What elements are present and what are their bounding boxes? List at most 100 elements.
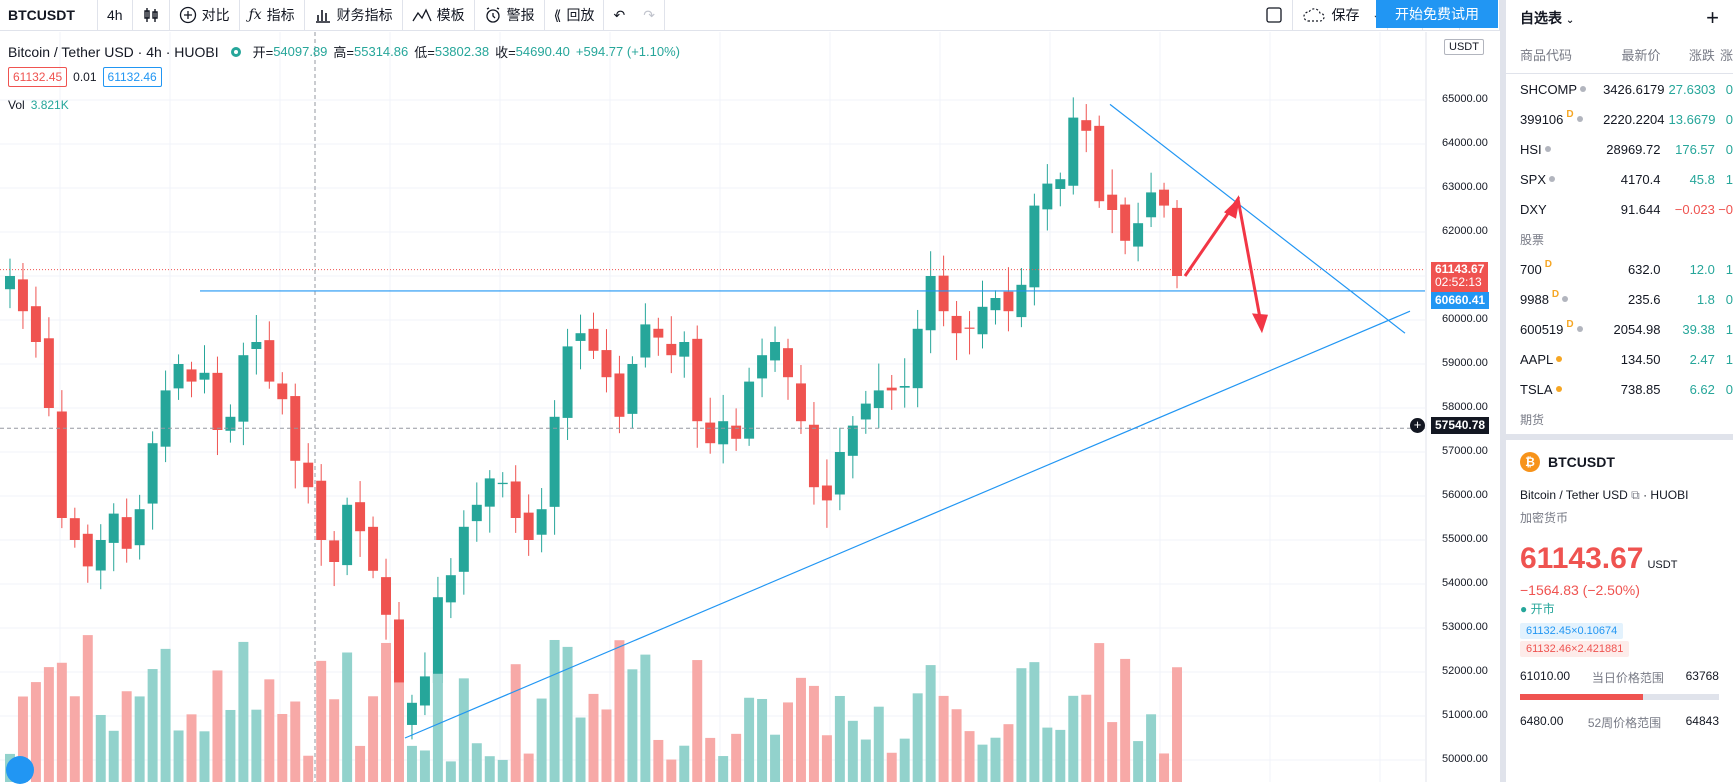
col-change[interactable]: 涨跌 xyxy=(1688,48,1715,63)
row-symbol: SPX xyxy=(1520,172,1606,187)
candle-body xyxy=(847,425,858,456)
col-symbol[interactable]: 商品代码 xyxy=(1520,48,1573,63)
candle-body xyxy=(964,327,975,329)
volume-bar xyxy=(757,698,768,782)
volume-bar xyxy=(238,641,249,782)
row-change: 176.57 xyxy=(1675,141,1715,157)
volume-bar xyxy=(121,691,132,782)
crosshair-add-icon[interactable]: + xyxy=(1410,418,1425,433)
row-pct: 0 xyxy=(1725,81,1733,97)
watchlist-row[interactable]: 700 D 632.0 12.0 1 xyxy=(1506,254,1733,284)
detail-symbol[interactable]: BTCUSDT xyxy=(1548,454,1615,470)
volume-bar xyxy=(964,731,975,782)
volume-bar xyxy=(1146,714,1157,782)
ask-box[interactable]: 61132.46 xyxy=(102,67,162,87)
layout-button[interactable] xyxy=(1256,0,1294,31)
candle-body xyxy=(445,575,456,603)
volume-bar xyxy=(342,652,353,782)
status-dot-icon xyxy=(1576,326,1583,332)
chart-legend: Bitcoin / Tether USD · 4h · HUOBI 开= 5409… xyxy=(8,42,680,61)
interval-button[interactable]: 4h xyxy=(98,0,133,31)
compare-button[interactable]: 对比 xyxy=(170,0,240,31)
sidebar-divider[interactable] xyxy=(1506,434,1733,440)
financials-button[interactable]: 财务指标 xyxy=(305,0,403,31)
candle-body xyxy=(95,540,106,571)
col-pct[interactable]: 涨 xyxy=(1720,48,1733,63)
volume-bar xyxy=(601,709,612,782)
watchlist-row[interactable]: 600519 D 2054.98 39.38 1 xyxy=(1506,314,1733,344)
volume-bar xyxy=(990,737,1001,782)
add-symbol-button[interactable]: + xyxy=(1706,5,1719,30)
candle-body xyxy=(1094,125,1105,202)
high-label: 高= xyxy=(333,45,355,60)
volume-bar xyxy=(484,756,495,782)
watchlist-row[interactable]: HSI 28969.72 176.57 0 xyxy=(1506,134,1733,164)
market-status: ● 开市 xyxy=(1520,602,1555,616)
candle-body xyxy=(951,315,962,334)
volume-bar xyxy=(1016,668,1027,782)
price-tick-label: 62000.00 xyxy=(1442,225,1488,237)
legend-eye-icon[interactable] xyxy=(230,46,241,57)
volume-bar xyxy=(264,679,275,782)
spread-value: 0.01 xyxy=(73,70,97,84)
bid-box[interactable]: 61132.45 xyxy=(8,67,68,87)
indicators-button[interactable]: ƒx 指标 xyxy=(240,0,305,31)
candle-body xyxy=(329,540,340,562)
row-pct: 0 xyxy=(1725,291,1733,307)
delayed-badge-icon: D xyxy=(1551,288,1560,300)
volume-bar xyxy=(82,635,93,782)
undo-icon: ↶ xyxy=(613,6,626,23)
bitcoin-icon: ₿ xyxy=(1520,452,1540,472)
low-label: 低= xyxy=(414,45,435,60)
symbol-search[interactable]: BTCUSDT xyxy=(0,0,98,31)
price-tick-label: 55000.00 xyxy=(1442,533,1488,545)
volume-bar xyxy=(134,696,145,782)
price-tick-label: 63000.00 xyxy=(1442,181,1488,193)
volume-bar xyxy=(834,695,845,782)
watchlist-row[interactable]: 9988 D 235.6 1.8 0 xyxy=(1506,284,1733,314)
watchlist-row[interactable]: SPX 4170.4 45.8 1 xyxy=(1506,164,1733,194)
free-trial-button[interactable]: 开始免费试用 xyxy=(1376,0,1498,28)
alerts-button[interactable]: 警报 xyxy=(475,0,545,31)
templates-button[interactable]: 模板 xyxy=(403,0,475,31)
detail-description: Bitcoin / Tether USD ⧉ · HUOBI xyxy=(1520,488,1689,502)
price-chart[interactable] xyxy=(0,0,1500,782)
currency-tag[interactable]: USDT xyxy=(1444,39,1484,55)
redo-button[interactable]: ↷ xyxy=(634,0,665,31)
row-price: 2220.2204 xyxy=(1603,111,1665,127)
candle-body xyxy=(990,298,1001,311)
col-price[interactable]: 最新价 xyxy=(1621,48,1661,63)
candle-body xyxy=(17,279,28,312)
candle-body xyxy=(251,342,262,350)
open-value: 54097.89 xyxy=(273,44,328,59)
candles-icon xyxy=(143,8,158,22)
volume-bar xyxy=(225,709,236,782)
volume-bar xyxy=(951,709,962,782)
candle-body xyxy=(471,504,482,522)
crosshair-price-tag: 57540.78 xyxy=(1431,417,1490,434)
volume-bar xyxy=(536,698,547,782)
replay-button[interactable]: ⟪ 回放 xyxy=(545,0,605,31)
chart-type-button[interactable] xyxy=(133,0,170,31)
watchlist-row[interactable]: AAPL 134.50 2.47 1 xyxy=(1506,344,1733,374)
row-change: 27.6303 xyxy=(1668,81,1716,97)
volume-bar xyxy=(212,670,223,782)
volume-bar xyxy=(355,745,366,782)
external-link-icon[interactable]: ⧉ xyxy=(1631,488,1640,502)
undo-button[interactable]: ↶ xyxy=(604,0,634,31)
volume-bar xyxy=(199,731,210,782)
volume-bar xyxy=(251,709,262,782)
watchlist-row[interactable]: SHCOMP 3426.6179 27.6303 0 xyxy=(1506,74,1733,104)
watchlist-row[interactable]: 399106 D 2220.2204 13.6679 0 xyxy=(1506,104,1733,134)
watchlist-title[interactable]: 自选表 ⌄ xyxy=(1520,10,1575,26)
financials-label: 财务指标 xyxy=(336,7,393,23)
week-range-label: 52周价格范围 xyxy=(1587,716,1662,730)
candle-body xyxy=(458,526,469,572)
watchlist-row[interactable]: DXY 91.644 −0.023 −0 xyxy=(1506,194,1733,224)
candle-body xyxy=(627,364,638,414)
watchlist-row[interactable]: TSLA 738.85 6.62 0 xyxy=(1506,374,1733,404)
day-range-bar xyxy=(1520,694,1719,700)
candle-body xyxy=(342,504,353,566)
tradingview-logo-icon[interactable] xyxy=(6,756,34,784)
candle-body xyxy=(977,306,988,335)
